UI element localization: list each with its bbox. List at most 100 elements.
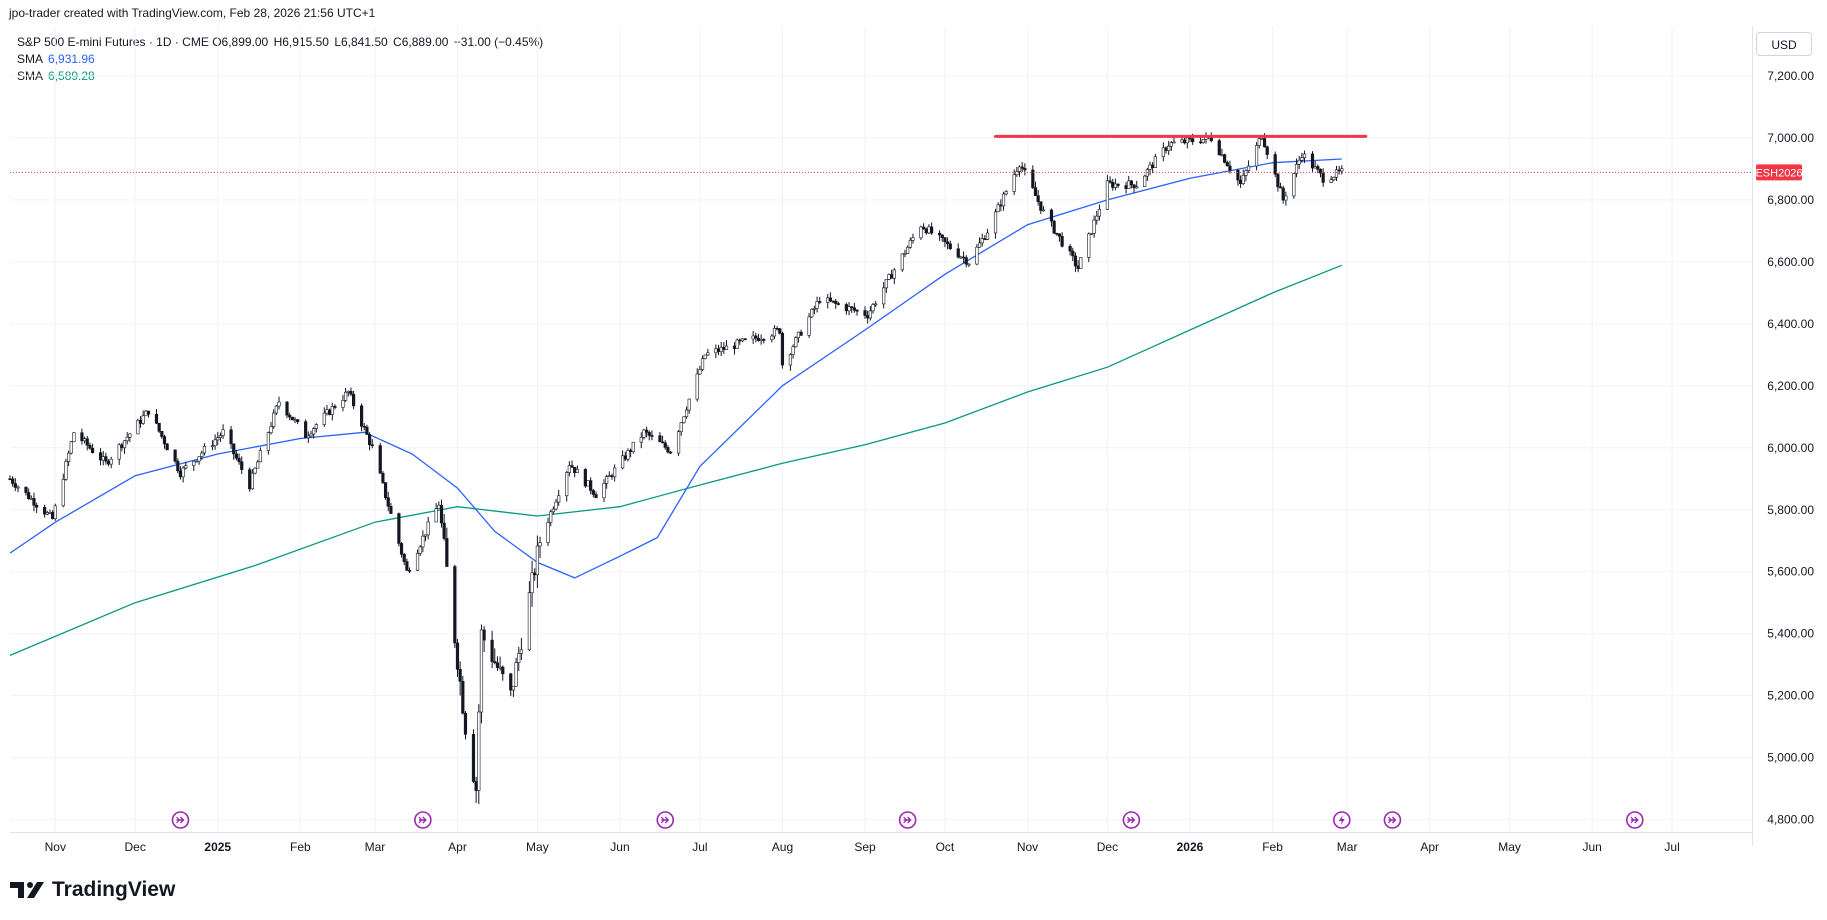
candle-body [258, 450, 262, 463]
candle-body [418, 546, 422, 554]
candle [1321, 168, 1325, 187]
candle [586, 480, 590, 487]
y-tick-label: 5,400.00 [1767, 627, 1814, 641]
candle-body [146, 410, 151, 415]
candle [453, 564, 457, 648]
candle-body [213, 439, 217, 446]
candle-body [1300, 157, 1304, 161]
currency-button[interactable]: USD [1756, 32, 1812, 56]
candle [772, 324, 777, 340]
event-marker-icon[interactable] [1626, 811, 1644, 829]
y-axis[interactable]: 7,200.00 7,000.00 6,800.00 6,600.00 6,400.00… [1755, 69, 1814, 827]
chart-attribution: jpo-trader created with TradingView.com,… [9, 6, 376, 20]
candle [645, 426, 649, 438]
event-marker-icon[interactable] [1333, 811, 1351, 829]
candle [716, 344, 721, 356]
candle-body [714, 348, 718, 354]
candle-body [554, 501, 558, 510]
event-marker-icon[interactable] [656, 811, 675, 829]
candle-body [82, 438, 87, 442]
candle [240, 456, 244, 475]
candle-body [66, 452, 71, 462]
candle [724, 340, 729, 350]
candle [285, 401, 289, 419]
candle-body [1017, 166, 1022, 172]
candle-body [1143, 175, 1147, 187]
candle-body [930, 226, 934, 234]
event-marker-icon[interactable] [414, 811, 432, 829]
candle-body [607, 475, 611, 477]
candle-body [509, 673, 513, 691]
candle [1278, 182, 1283, 189]
candle [1057, 233, 1062, 242]
candle [922, 223, 926, 230]
candle [61, 473, 65, 508]
candle [397, 512, 401, 547]
candle [349, 387, 353, 397]
candle-body [530, 572, 534, 594]
candle [983, 234, 987, 241]
candle [607, 471, 611, 477]
candle-body [807, 316, 811, 336]
candle-body [735, 339, 739, 349]
tradingview-logo[interactable]: TradingView [10, 878, 175, 902]
candle [887, 273, 891, 281]
candle-body [1201, 138, 1205, 143]
candle-body [234, 453, 239, 459]
event-marker-icon[interactable] [1383, 811, 1402, 829]
candle-body [293, 419, 297, 421]
event-marker-icon[interactable] [171, 811, 190, 829]
candle [146, 410, 151, 418]
candle [1244, 169, 1248, 182]
y-tick-label: 7,000.00 [1767, 131, 1814, 145]
candle-body [221, 429, 225, 436]
candle [975, 244, 979, 266]
legend-symbol[interactable]: S&P 500 E-mini Futures · 1D · CME [17, 35, 209, 49]
y-tick-label: 5,800.00 [1767, 503, 1814, 517]
candle-body [937, 232, 942, 236]
candle [631, 441, 635, 454]
x-axis[interactable]: Nov Dec 2025 Feb Mar Apr May Jun Jul Aug Sep Oct Nov… [45, 840, 1680, 854]
candle [13, 478, 17, 492]
candle-body [573, 466, 577, 473]
candle-body [43, 506, 47, 515]
candle [1017, 165, 1022, 177]
candle [101, 451, 105, 466]
candle [1246, 160, 1251, 173]
x-tick-label: May [1498, 840, 1521, 854]
candle [735, 338, 739, 349]
candle-body [535, 545, 539, 576]
candle [344, 387, 348, 403]
candle [482, 626, 486, 652]
candle-body [328, 409, 332, 415]
candle [780, 331, 785, 369]
candle-body [1167, 145, 1171, 151]
candle [906, 245, 910, 254]
candle-body [442, 522, 446, 539]
lightning-icon [1338, 815, 1345, 825]
event-marker-icon[interactable] [1122, 811, 1141, 829]
candle-body [312, 428, 316, 435]
arrow-right-icon-tail [176, 816, 181, 824]
candle [722, 342, 726, 354]
candle-body [402, 554, 406, 562]
candle-body [850, 306, 854, 309]
candle [788, 353, 793, 371]
last-price-tag-label: ESH2026 [1755, 167, 1802, 179]
candle [687, 398, 691, 414]
candle [1238, 175, 1243, 188]
candle [367, 432, 372, 451]
candle-body [874, 303, 878, 306]
candle [128, 433, 132, 443]
candle [490, 630, 494, 669]
candle-body [288, 414, 292, 418]
candle-body [943, 237, 947, 243]
candle-body [104, 456, 108, 462]
candle [90, 443, 95, 454]
candle-body [999, 204, 1003, 207]
candle-body [549, 511, 553, 523]
event-marker-icon[interactable] [898, 811, 917, 829]
candle [514, 657, 518, 687]
legend-sma1-row[interactable]: SMA 6,931.96 [17, 51, 545, 68]
